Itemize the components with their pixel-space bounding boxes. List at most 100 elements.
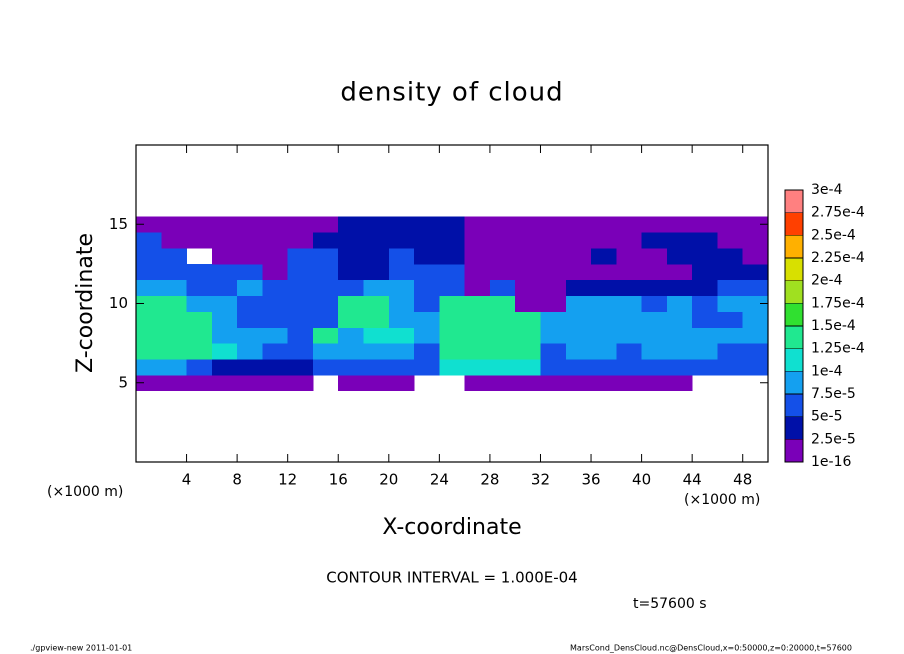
heat-cell xyxy=(262,232,289,249)
heat-cell xyxy=(186,263,213,281)
heat-cell xyxy=(591,279,617,297)
heat-cell xyxy=(439,311,466,328)
heat-cell xyxy=(464,358,491,376)
heat-cell xyxy=(591,343,617,360)
heat-cell xyxy=(312,279,339,297)
heat-cell xyxy=(262,263,289,281)
heat-cell xyxy=(363,248,390,265)
heat-cell xyxy=(237,216,263,233)
heat-cell xyxy=(161,232,188,249)
heat-cell xyxy=(616,343,643,360)
heat-cell xyxy=(363,279,390,297)
heat-cell xyxy=(742,295,769,312)
heat-cell xyxy=(515,279,541,297)
heat-cell xyxy=(666,279,693,297)
x-units: (×1000 m) xyxy=(684,492,760,508)
heat-cell xyxy=(363,295,390,312)
heat-cell xyxy=(186,216,213,233)
heat-cell xyxy=(515,327,541,344)
heat-cell xyxy=(136,216,162,233)
colorbar-box xyxy=(784,371,804,395)
heat-cell xyxy=(136,248,162,265)
x-tick-label: 20 xyxy=(379,471,398,489)
heat-cell xyxy=(287,248,314,265)
heat-cell xyxy=(414,327,440,344)
heat-cell xyxy=(439,216,466,233)
heat-cell xyxy=(515,358,541,376)
heat-cell xyxy=(161,248,188,265)
heat-cell xyxy=(414,311,440,328)
heat-cell xyxy=(414,343,440,360)
colorbar-box xyxy=(784,303,804,327)
heat-cell xyxy=(414,295,440,312)
heat-cell xyxy=(515,311,541,328)
heat-cell xyxy=(489,279,516,297)
heat-cell xyxy=(717,327,744,344)
heat-cell xyxy=(338,327,365,344)
y-tick-label: 10 xyxy=(109,294,128,312)
heat-cell xyxy=(363,374,390,392)
heat-cell xyxy=(439,358,466,376)
heat-cell xyxy=(439,279,466,297)
heat-cell xyxy=(414,375,440,391)
heat-cell xyxy=(591,263,617,281)
heat-cell xyxy=(262,327,289,344)
heat-cell xyxy=(312,263,339,281)
heat-cell xyxy=(388,358,415,376)
heat-cell xyxy=(742,216,769,233)
heat-cell xyxy=(666,358,693,376)
heat-cell xyxy=(338,232,365,249)
heat-cell xyxy=(186,374,213,392)
heat-cell xyxy=(186,279,213,297)
heat-cell xyxy=(641,248,668,265)
heat-cell xyxy=(338,216,365,233)
heat-cell xyxy=(692,248,718,265)
heat-cell xyxy=(187,248,213,264)
heat-cell xyxy=(641,295,668,312)
heat-cell xyxy=(666,343,693,360)
colorbar-box xyxy=(784,189,804,213)
heat-cell xyxy=(641,327,668,344)
heat-cell xyxy=(641,358,668,376)
y-tick-label: 15 xyxy=(109,215,128,233)
heat-cell xyxy=(439,263,466,281)
heat-cell xyxy=(186,295,213,312)
heat-cell xyxy=(439,232,466,249)
colorbar-box xyxy=(784,212,804,236)
heat-cell xyxy=(312,358,339,376)
x-tick-label: 36 xyxy=(581,471,600,489)
heat-cell xyxy=(388,343,415,360)
time-label: t=57600 s xyxy=(633,596,707,612)
heat-cell xyxy=(616,295,643,312)
heat-cell xyxy=(161,343,188,360)
heat-cell xyxy=(489,358,516,376)
heat-cell xyxy=(363,343,390,360)
heat-cell xyxy=(211,263,238,281)
heat-cell xyxy=(464,279,491,297)
heat-cell xyxy=(464,327,491,344)
heat-cell xyxy=(439,375,465,391)
heat-cell xyxy=(262,311,289,328)
heat-cell xyxy=(540,248,567,265)
x-tick-label: 28 xyxy=(480,471,499,489)
footer-left: ./gpview-new 2011-01-01 xyxy=(30,644,132,653)
heat-cell xyxy=(211,295,238,312)
heat-cell xyxy=(338,248,365,265)
heat-cell xyxy=(666,216,693,233)
heat-cell xyxy=(414,279,440,297)
heat-cell xyxy=(439,327,466,344)
heat-cell xyxy=(363,216,390,233)
heat-cell xyxy=(464,263,491,281)
heat-cell xyxy=(262,279,289,297)
heat-cell xyxy=(161,311,188,328)
heat-cell xyxy=(237,263,263,281)
heat-cell xyxy=(717,279,744,297)
heat-cell xyxy=(742,263,769,281)
heat-cell xyxy=(540,311,567,328)
heat-cell xyxy=(211,358,238,376)
heat-cell xyxy=(591,358,617,376)
heat-cell xyxy=(641,232,668,249)
heat-cell xyxy=(489,216,516,233)
heat-cell xyxy=(666,248,693,265)
heat-cell xyxy=(565,279,592,297)
